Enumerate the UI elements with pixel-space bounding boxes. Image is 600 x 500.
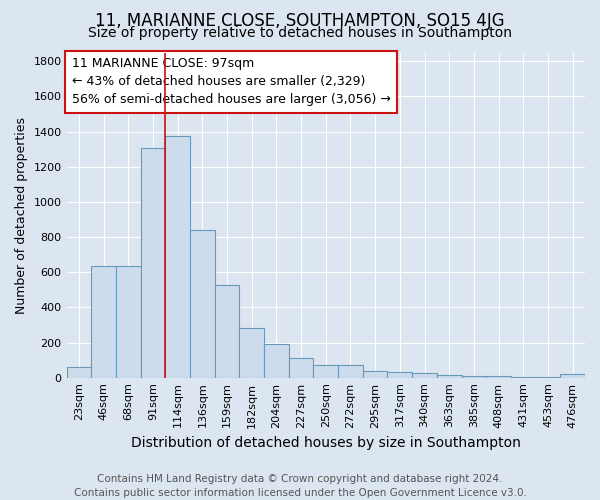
Bar — [289, 358, 313, 378]
Bar — [165, 136, 190, 378]
Bar — [388, 372, 412, 378]
X-axis label: Distribution of detached houses by size in Southampton: Distribution of detached houses by size … — [131, 436, 521, 450]
Bar — [511, 377, 536, 378]
Text: Contains HM Land Registry data © Crown copyright and database right 2024.
Contai: Contains HM Land Registry data © Crown c… — [74, 474, 526, 498]
Bar — [560, 374, 585, 378]
Text: Size of property relative to detached houses in Southampton: Size of property relative to detached ho… — [88, 26, 512, 40]
Bar — [140, 148, 165, 378]
Bar — [264, 344, 289, 378]
Bar — [91, 266, 116, 378]
Text: 11 MARIANNE CLOSE: 97sqm
← 43% of detached houses are smaller (2,329)
56% of sem: 11 MARIANNE CLOSE: 97sqm ← 43% of detach… — [72, 58, 391, 106]
Text: 11, MARIANNE CLOSE, SOUTHAMPTON, SO15 4JG: 11, MARIANNE CLOSE, SOUTHAMPTON, SO15 4J… — [95, 12, 505, 30]
Bar — [116, 266, 140, 378]
Bar — [461, 376, 486, 378]
Bar — [239, 328, 264, 378]
Bar — [486, 376, 511, 378]
Bar — [412, 374, 437, 378]
Bar — [363, 370, 388, 378]
Bar — [437, 375, 461, 378]
Bar — [536, 377, 560, 378]
Bar — [67, 367, 91, 378]
Bar — [313, 366, 338, 378]
Y-axis label: Number of detached properties: Number of detached properties — [15, 116, 28, 314]
Bar — [215, 286, 239, 378]
Bar — [338, 366, 363, 378]
Bar — [190, 230, 215, 378]
